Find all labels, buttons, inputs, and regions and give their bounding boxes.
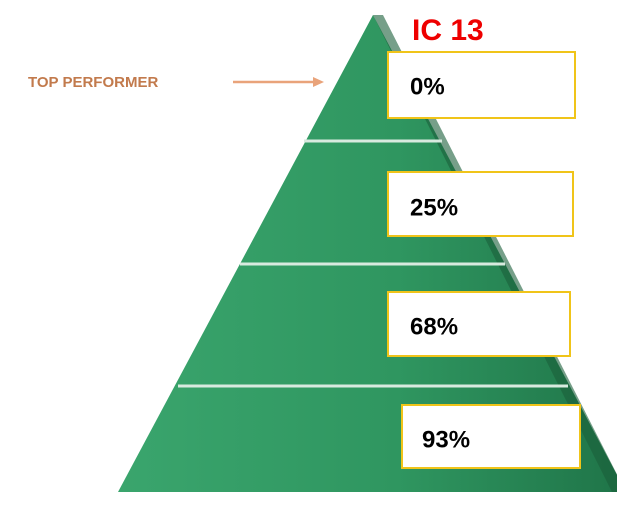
tier-label: 25% [410, 194, 458, 221]
title: IC 13 [412, 14, 484, 47]
annotation: TOP PERFORMER [28, 74, 158, 91]
pyramid-edge [373, 15, 617, 492]
tier-box: 0% [387, 51, 576, 119]
tier-label: 93% [422, 426, 470, 453]
tier-box: 93% [401, 404, 581, 469]
arrow-head [313, 77, 324, 87]
tier-box: 25% [387, 171, 574, 237]
tier-label: 0% [410, 73, 445, 100]
pyramid [118, 15, 617, 492]
tier-label: 68% [410, 313, 458, 340]
tier-box: 68% [387, 291, 571, 357]
